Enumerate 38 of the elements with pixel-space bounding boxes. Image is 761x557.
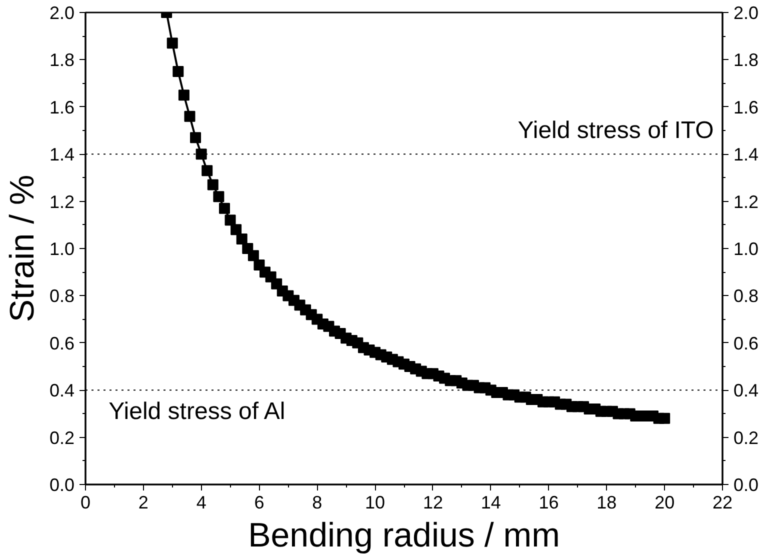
x-tick-label: 12 xyxy=(422,492,443,512)
x-tick-label: 8 xyxy=(312,492,322,512)
y2-tick-label: 0.0 xyxy=(734,475,759,495)
y2-tick-label: 1.0 xyxy=(734,239,759,259)
ref-line-label: Yield stress of Al xyxy=(108,398,286,426)
y2-tick-label: 0.6 xyxy=(734,333,759,354)
x-tick-label: 0 xyxy=(80,492,91,512)
y2-tick-label: 0.4 xyxy=(734,380,759,401)
y-tick-label: 0.2 xyxy=(49,428,75,448)
y2-tick-label: 1.6 xyxy=(734,97,759,118)
y-tick-label: 1.0 xyxy=(49,239,75,259)
x-tick-label: 2 xyxy=(138,492,148,512)
y2-tick-label: 1.4 xyxy=(734,144,759,165)
ref-line-label: Yield stress of ITO xyxy=(518,117,714,144)
x-tick-label: 4 xyxy=(196,492,206,512)
y-axis-title: Strain / % xyxy=(3,174,42,322)
y2-tick-label: 1.2 xyxy=(734,192,759,212)
y-tick-label: 0.4 xyxy=(49,380,75,401)
y2-tick-label: 2.0 xyxy=(734,3,759,23)
x-tick-label: 10 xyxy=(365,492,386,512)
x-tick-label: 6 xyxy=(254,492,264,512)
y-tick-label: 1.4 xyxy=(49,144,75,165)
y2-tick-label: 0.2 xyxy=(734,428,759,448)
y-tick-label: 0.0 xyxy=(49,475,75,495)
y-tick-label: 0.8 xyxy=(49,286,75,306)
y-tick-label: 0.6 xyxy=(49,333,75,354)
x-tick-label: 16 xyxy=(538,492,559,512)
x-tick-label: 18 xyxy=(596,492,617,512)
x-tick-label: 20 xyxy=(654,492,675,512)
x-tick-label: 14 xyxy=(480,492,501,512)
x-tick-label: 22 xyxy=(712,492,733,512)
y-tick-label: 1.2 xyxy=(49,192,75,212)
y2-tick-label: 0.8 xyxy=(734,286,759,306)
y-tick-label: 1.8 xyxy=(49,50,75,70)
y-tick-label: 2.0 xyxy=(49,3,75,23)
y-tick-label: 1.6 xyxy=(49,97,75,118)
x-axis-title: Bending radius / mm xyxy=(248,516,560,554)
y2-tick-label: 1.8 xyxy=(734,50,759,70)
